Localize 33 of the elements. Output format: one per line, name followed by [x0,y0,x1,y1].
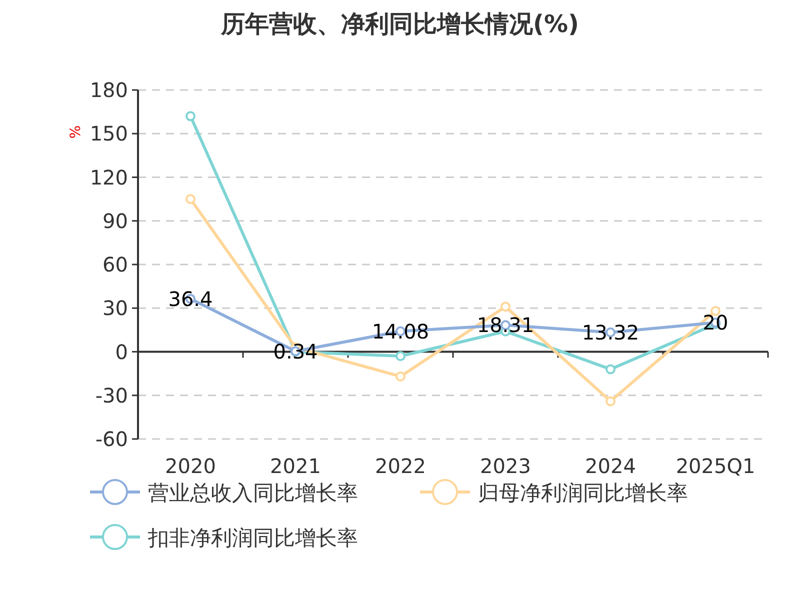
point [606,396,616,406]
chart-title: 历年营收、净利同比增长情况(%) [220,10,579,38]
point [500,302,510,312]
y-tick-label: 150 [90,122,128,146]
point [186,111,196,122]
data-label: 13.32 [582,320,640,344]
data-label: 0.34 [273,339,318,364]
y-tick-label: 60 [102,252,128,276]
y-tick-label: 0 [115,340,128,364]
y-tick-label: 90 [102,208,128,233]
legend-label: 营业总收入同比增长率 [148,481,358,505]
y-tick-label: -30 [95,383,128,408]
x-tick-label: 2024 [585,454,636,478]
x-tick-label: 2020 [165,454,216,478]
y-axis-title: % [68,125,84,139]
point [396,371,406,382]
y-tick-label: 30 [102,296,128,320]
y-tick-label: 120 [90,165,128,190]
x-tick-label: 2025Q1 [676,454,756,478]
data-label: 36.4 [168,286,213,311]
data-label: 18.31 [476,313,534,338]
point [186,194,196,204]
point [396,351,406,362]
point [606,364,616,374]
x-tick-label: 2022 [375,454,426,478]
legend-label: 扣非净利润同比增长率 [147,526,358,550]
y-tick-label: 180 [90,78,128,102]
x-tick-label: 2023 [480,454,531,478]
y-tick-label: -60 [95,427,128,451]
data-label: 20 [702,310,728,335]
x-tick-label: 2021 [270,454,321,478]
legend-label: 归母净利润同比增长率 [478,481,688,505]
data-label: 14.08 [372,319,430,344]
